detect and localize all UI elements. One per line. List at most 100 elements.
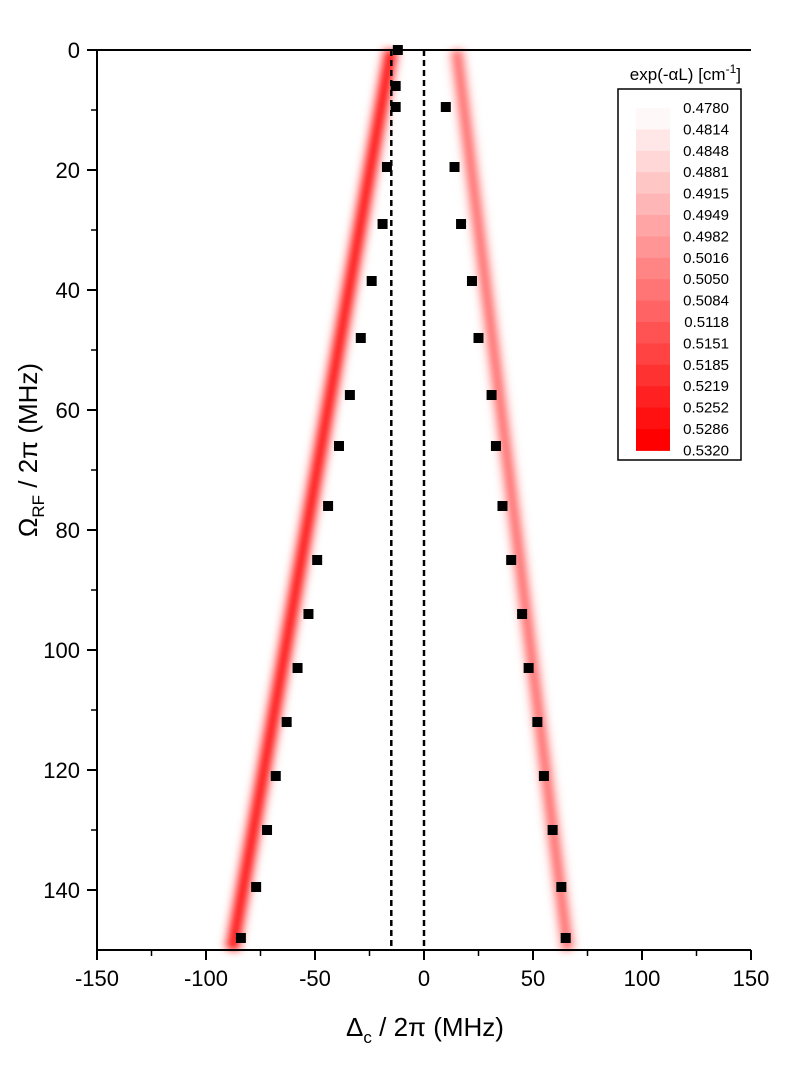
legend-swatch-14 [636, 407, 670, 430]
band-left-layer-2 [229, 49, 395, 951]
point-left-2 [390, 102, 401, 112]
legend-label-2: 0.4848 [683, 143, 729, 160]
y-tick-label-6: 120 [43, 758, 80, 783]
legend-title-sup: -1 [726, 62, 737, 76]
y-axis-title-symbol: Ω [13, 518, 43, 537]
legend-swatch-12 [636, 364, 670, 387]
legend-label-13: 0.5219 [683, 378, 729, 395]
point-right-5 [486, 390, 497, 400]
point-right-8 [506, 555, 517, 565]
x-tick-label-6: 150 [733, 966, 770, 991]
point-left-9 [323, 501, 334, 511]
y-tick-label-0: 0 [68, 38, 80, 63]
legend-swatch-7 [636, 257, 670, 280]
point-left-17 [235, 933, 246, 943]
legend-swatch-11 [636, 343, 670, 366]
legend-label-15: 0.5286 [683, 421, 729, 438]
point-right-3 [466, 276, 477, 286]
point-right-2 [456, 219, 467, 229]
y-tick-label-1: 20 [56, 158, 80, 183]
point-left-15 [262, 825, 273, 835]
x-tick-label-4: 50 [521, 966, 545, 991]
point-right-9 [517, 609, 528, 619]
y-axis-title-subscript: RF [29, 495, 48, 518]
y-tick-label-7: 140 [43, 878, 80, 903]
legend-title-close: ] [736, 65, 741, 84]
point-right-1 [449, 162, 460, 172]
point-left-10 [312, 555, 323, 565]
legend-title-main: exp(-αL) [cm [630, 65, 726, 84]
legend-title: exp(-αL) [cm-1] [630, 62, 741, 84]
point-left-12 [292, 663, 303, 673]
legend-swatch-2 [636, 150, 670, 173]
legend-swatch-5 [636, 215, 670, 237]
point-right-15 [560, 933, 571, 943]
x-axis-title-rest: / 2π (MHz) [372, 1012, 504, 1042]
legend-swatch-9 [636, 300, 670, 323]
x-axis-title: Δc / 2π (MHz) [346, 1012, 504, 1047]
y-axis-ticks: 0 20 40 60 80 100 120 140 [43, 38, 97, 903]
x-tick-label-3: 0 [418, 966, 430, 991]
legend-label-8: 0.5050 [683, 271, 729, 288]
x-tick-label-0: -150 [75, 966, 119, 991]
point-right-7 [497, 501, 508, 511]
point-left-3 [381, 162, 392, 172]
y-tick-label-2: 40 [56, 278, 80, 303]
y-tick-label-5: 100 [43, 638, 80, 663]
legend-swatch-8 [636, 279, 670, 302]
legend-label-12: 0.5185 [683, 357, 729, 374]
point-left-14 [270, 771, 281, 781]
point-left-5 [366, 276, 377, 286]
legend-swatch-0 [636, 108, 670, 130]
x-axis-title-subscript: c [363, 1028, 372, 1047]
point-left-16 [251, 882, 262, 892]
point-left-8 [333, 441, 344, 451]
reference-lines [390, 50, 426, 950]
y-axis-title: ΩRF / 2π (MHz) [13, 363, 48, 537]
point-right-6 [490, 441, 501, 451]
point-left-4 [377, 219, 388, 229]
legend-label-10: 0.5118 [684, 314, 729, 331]
point-right-12 [538, 771, 549, 781]
point-right-11 [532, 717, 543, 727]
legend-swatch-3 [636, 172, 670, 195]
legend-label-0: 0.4780 [683, 100, 729, 117]
legend-label-7: 0.5016 [683, 250, 729, 267]
x-axis-ticks: -150 -100 -50 0 50 100 150 [75, 950, 769, 991]
point-right-13 [547, 825, 558, 835]
legend-swatch-15 [636, 429, 670, 451]
band-right-layer-2 [453, 49, 571, 951]
point-left-6 [355, 333, 366, 343]
legend-swatch-1 [636, 129, 670, 152]
point-left-7 [344, 390, 355, 400]
point-left-13 [281, 717, 292, 727]
legend-label-3: 0.4881 [683, 164, 729, 181]
point-right-14 [556, 882, 567, 892]
legend-label-4: 0.4915 [683, 186, 729, 203]
point-left-1 [390, 81, 401, 91]
point-right-10 [523, 663, 534, 673]
legend-label-11: 0.5151 [683, 335, 729, 352]
x-tick-label-5: 100 [624, 966, 661, 991]
legend-label-9: 0.5084 [683, 293, 729, 310]
legend-swatch-6 [636, 236, 670, 259]
legend-label-1: 0.4814 [683, 121, 729, 138]
legend-box [617, 88, 742, 461]
legend-entries: 0.4780 0.4814 0.4848 0.4881 0.4915 0.4949 0.49… [636, 100, 729, 459]
point-right-0 [440, 102, 451, 112]
y-axis-title-rest: / 2π (MHz) [13, 363, 43, 495]
y-tick-label-4: 80 [56, 518, 80, 543]
legend-swatch-10 [636, 322, 670, 344]
y-tick-label-3: 60 [56, 398, 80, 423]
scatter-points [235, 45, 571, 943]
point-left-11 [303, 609, 314, 619]
legend-swatch-4 [636, 193, 670, 216]
legend-label-6: 0.4982 [683, 228, 729, 245]
legend-label-16: 0.5320 [683, 442, 729, 459]
x-tick-label-1: -100 [184, 966, 228, 991]
heatmap-bands [222, 48, 578, 952]
x-tick-label-2: -50 [299, 966, 331, 991]
x-axis-title-symbol: Δ [346, 1012, 363, 1042]
color-legend: exp(-αL) [cm-1] 0.4780 0.4814 0.4848 0.4881… [617, 62, 742, 461]
